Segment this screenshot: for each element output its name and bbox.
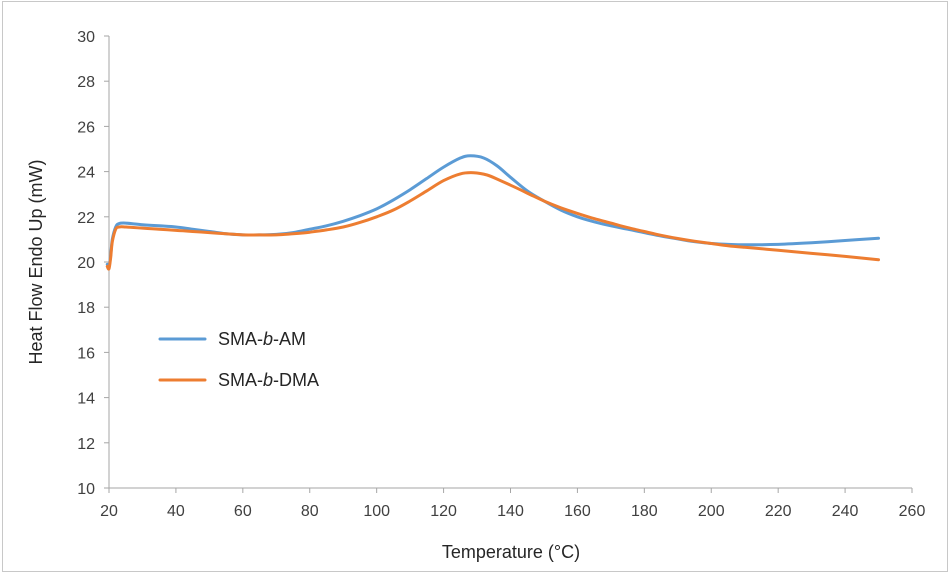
- y-tick-label: 28: [77, 74, 95, 91]
- x-tick-label: 60: [234, 503, 252, 520]
- y-tick-label: 26: [77, 119, 95, 136]
- legend-label-sma-b-dma: SMA-b-DMA: [218, 370, 319, 390]
- x-axis: 20 40 60 80 100 120 140 160 180 200 220 240 260: [100, 487, 926, 520]
- y-tick-label: 10: [77, 481, 95, 498]
- x-tick-label: 100: [363, 503, 390, 520]
- x-tick-label: 200: [698, 503, 725, 520]
- y-tick-label: 30: [77, 29, 95, 46]
- x-tick-label: 20: [100, 503, 118, 520]
- x-tick-label: 240: [832, 503, 859, 520]
- x-axis-title: Temperature (°C): [442, 542, 580, 562]
- legend-item-sma-b-dma: SMA-b-DMA: [158, 370, 319, 390]
- y-tick-label: 12: [77, 436, 95, 453]
- y-tick-label: 16: [77, 345, 95, 362]
- x-tick-label: 40: [167, 503, 185, 520]
- x-tick-label: 220: [765, 503, 792, 520]
- y-tick-label: 14: [77, 391, 95, 408]
- y-axis: 10 12 14 16 18 20 22 24 26 28 30: [77, 29, 110, 498]
- y-tick-label: 20: [77, 255, 95, 272]
- y-tick-label: 24: [77, 165, 95, 182]
- series-line-sma-b-dma: [105, 171, 880, 271]
- y-tick-label: 18: [77, 300, 95, 317]
- y-tick-label: 22: [77, 210, 95, 227]
- y-axis-title: Heat Flow Endo Up (mW): [26, 159, 46, 364]
- legend-item-sma-b-am: SMA-b-AM: [158, 329, 306, 349]
- x-tick-label: 120: [430, 503, 457, 520]
- legend: SMA-b-AM SMA-b-DMA: [158, 329, 319, 390]
- x-tick-label: 80: [301, 503, 319, 520]
- x-tick-label: 160: [564, 503, 591, 520]
- x-tick-label: 260: [899, 503, 926, 520]
- legend-label-sma-b-am: SMA-b-AM: [218, 329, 306, 349]
- x-tick-label: 180: [631, 503, 658, 520]
- x-tick-label: 140: [497, 503, 524, 520]
- series-layer: [105, 154, 880, 271]
